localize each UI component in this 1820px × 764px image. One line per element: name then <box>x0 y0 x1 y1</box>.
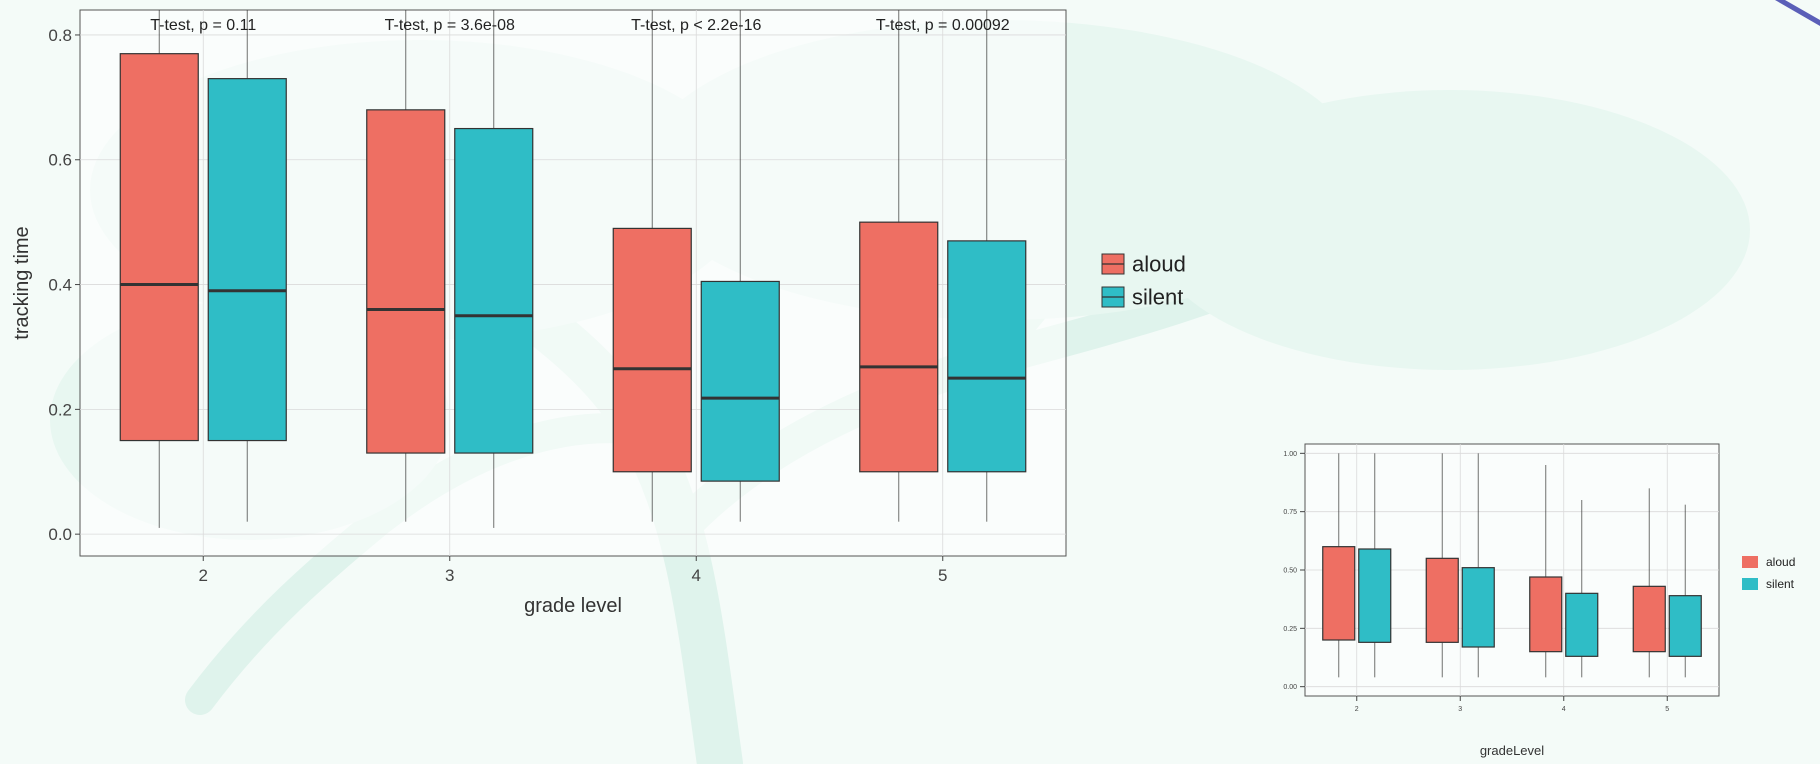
x-tick-label: 5 <box>1665 706 1669 713</box>
x-tick-label: 5 <box>938 566 947 585</box>
y-axis-title: tracking time <box>11 226 33 339</box>
pvalue-annotation: T-test, p < 2.2e-16 <box>631 17 761 34</box>
box-silent <box>1358 548 1392 643</box>
x-axis-title: grade level <box>524 595 622 617</box>
y-tick-label: 0.4 <box>48 276 72 295</box>
x-tick-label: 4 <box>1562 706 1566 713</box>
y-tick-label: 0.00 <box>1283 684 1297 691</box>
box-aloud <box>1322 546 1356 641</box>
box-aloud <box>612 227 692 473</box>
x-tick-label: 2 <box>1355 706 1359 713</box>
box-silent <box>454 127 534 454</box>
pvalue-annotation: T-test, p = 0.11 <box>150 17 256 34</box>
legend-key-aloud <box>1742 556 1758 568</box>
y-tick-label: 0.8 <box>48 26 72 45</box>
corner-accent <box>1775 0 1820 26</box>
y-tick-label: 0.2 <box>48 400 72 419</box>
box-silent <box>207 78 287 442</box>
box-aloud <box>1425 557 1459 643</box>
y-tick-label: 0.25 <box>1283 626 1297 633</box>
y-tick-label: 0.75 <box>1283 509 1297 516</box>
x-tick-label: 2 <box>199 566 208 585</box>
box-silent <box>1668 595 1702 657</box>
pvalue-annotation: T-test, p = 0.00092 <box>876 17 1010 34</box>
box-aloud <box>859 221 939 473</box>
y-tick-label: 0.6 <box>48 151 72 170</box>
legend-label-aloud: aloud <box>1132 252 1186 277</box>
legend-label-silent: silent <box>1766 577 1795 591</box>
x-tick-label: 4 <box>692 566 701 585</box>
box-aloud <box>1632 585 1666 653</box>
box-silent <box>700 280 780 482</box>
box-aloud <box>119 53 199 442</box>
y-tick-label: 1.00 <box>1283 451 1297 458</box>
legend-key-silent <box>1742 578 1758 590</box>
legend-label-silent: silent <box>1132 285 1183 310</box>
y-tick-label: 0.50 <box>1283 567 1297 574</box>
x-axis-title: gradeLevel <box>1480 743 1544 758</box>
box-silent <box>1565 592 1599 657</box>
box-silent <box>1461 567 1495 648</box>
box-aloud <box>366 109 446 454</box>
pvalue-annotation: T-test, p = 3.6e-08 <box>385 17 515 34</box>
x-tick-label: 3 <box>445 566 454 585</box>
box-aloud <box>1529 576 1563 653</box>
x-tick-label: 3 <box>1458 706 1462 713</box>
legend-label-aloud: aloud <box>1766 555 1795 569</box>
y-tick-label: 0.0 <box>48 525 72 544</box>
box-silent <box>947 240 1027 473</box>
